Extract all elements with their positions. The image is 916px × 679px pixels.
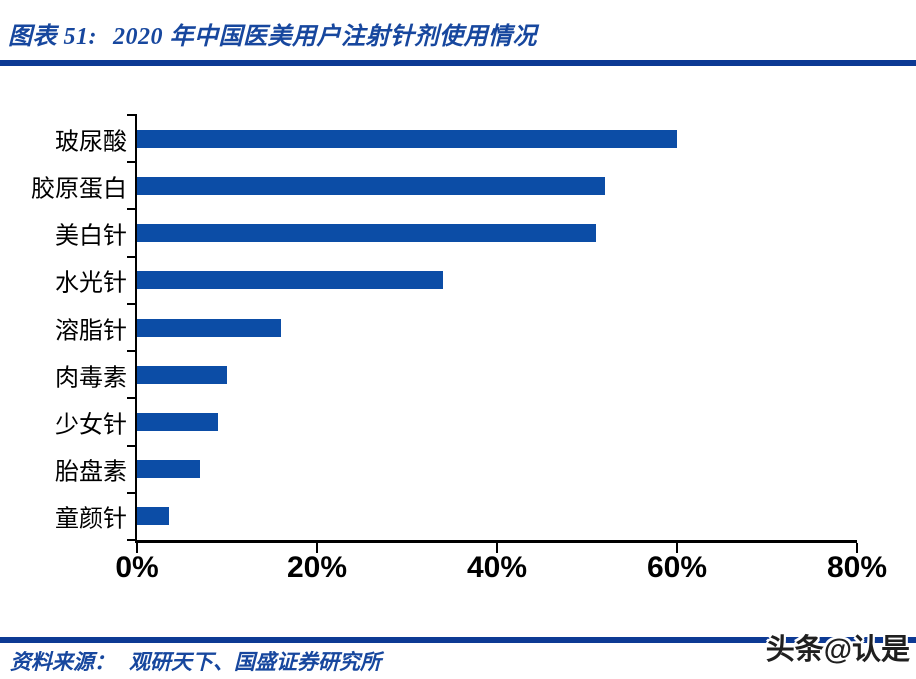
y-axis-tick <box>127 208 137 211</box>
y-axis-tick <box>127 444 137 447</box>
y-axis-tick <box>127 302 137 305</box>
x-axis-tick <box>856 543 858 553</box>
bar-胎盘素 <box>137 460 200 479</box>
x-axis-tick <box>136 543 138 553</box>
figure-title: 图表 51: 2020 年中国医美用户注射针剂使用情况 <box>8 16 537 51</box>
x-axis-tick <box>316 543 318 553</box>
y-axis-tick <box>127 397 137 400</box>
y-axis-tick <box>127 350 137 353</box>
bar-溶脂针 <box>137 318 281 337</box>
category-label: 玻尿酸 <box>55 127 127 156</box>
y-axis-tick <box>127 539 137 541</box>
category-label: 胎盘素 <box>55 457 127 486</box>
x-axis-tick <box>496 543 498 553</box>
y-axis-tick <box>127 114 137 116</box>
category-label: 童颜针 <box>55 504 127 533</box>
bar-水光针 <box>137 271 443 290</box>
category-label: 胶原蛋白 <box>31 174 127 203</box>
x-axis-tick <box>676 543 678 553</box>
x-axis-label: 80% <box>826 551 888 584</box>
plot-area <box>127 114 858 553</box>
y-axis-tick <box>127 491 137 494</box>
source-label: 资料来源： <box>10 650 115 674</box>
bar-童颜针 <box>137 507 169 526</box>
bottom-divider <box>0 637 916 643</box>
bar-玻尿酸 <box>137 129 677 148</box>
watermark: 头条@认是 <box>765 634 910 666</box>
source-note: 资料来源： 观研天下、国盛证券研究所 <box>10 646 381 676</box>
bar-肉毒素 <box>137 365 227 384</box>
x-axis-label: 0% <box>115 551 159 584</box>
bar-胶原蛋白 <box>137 176 605 195</box>
bar-少女针 <box>137 412 218 431</box>
top-divider <box>0 60 916 66</box>
y-axis-tick <box>127 161 137 164</box>
source-text: 观研天下、国盛证券研究所 <box>129 650 381 674</box>
category-label: 肉毒素 <box>55 363 127 392</box>
bar-美白针 <box>137 224 596 243</box>
x-axis-label: 20% <box>286 551 348 584</box>
x-axis-label: 60% <box>646 551 708 584</box>
category-label: 水光针 <box>55 268 127 297</box>
figure-number: 图表 51: <box>8 24 97 50</box>
y-axis-tick <box>127 255 137 258</box>
figure-caption: 2020 年中国医美用户注射针剂使用情况 <box>113 24 537 50</box>
category-label: 少女针 <box>55 410 127 439</box>
category-label: 溶脂针 <box>55 316 127 344</box>
x-axis-label: 40% <box>466 551 528 584</box>
category-label: 美白针 <box>55 221 127 250</box>
